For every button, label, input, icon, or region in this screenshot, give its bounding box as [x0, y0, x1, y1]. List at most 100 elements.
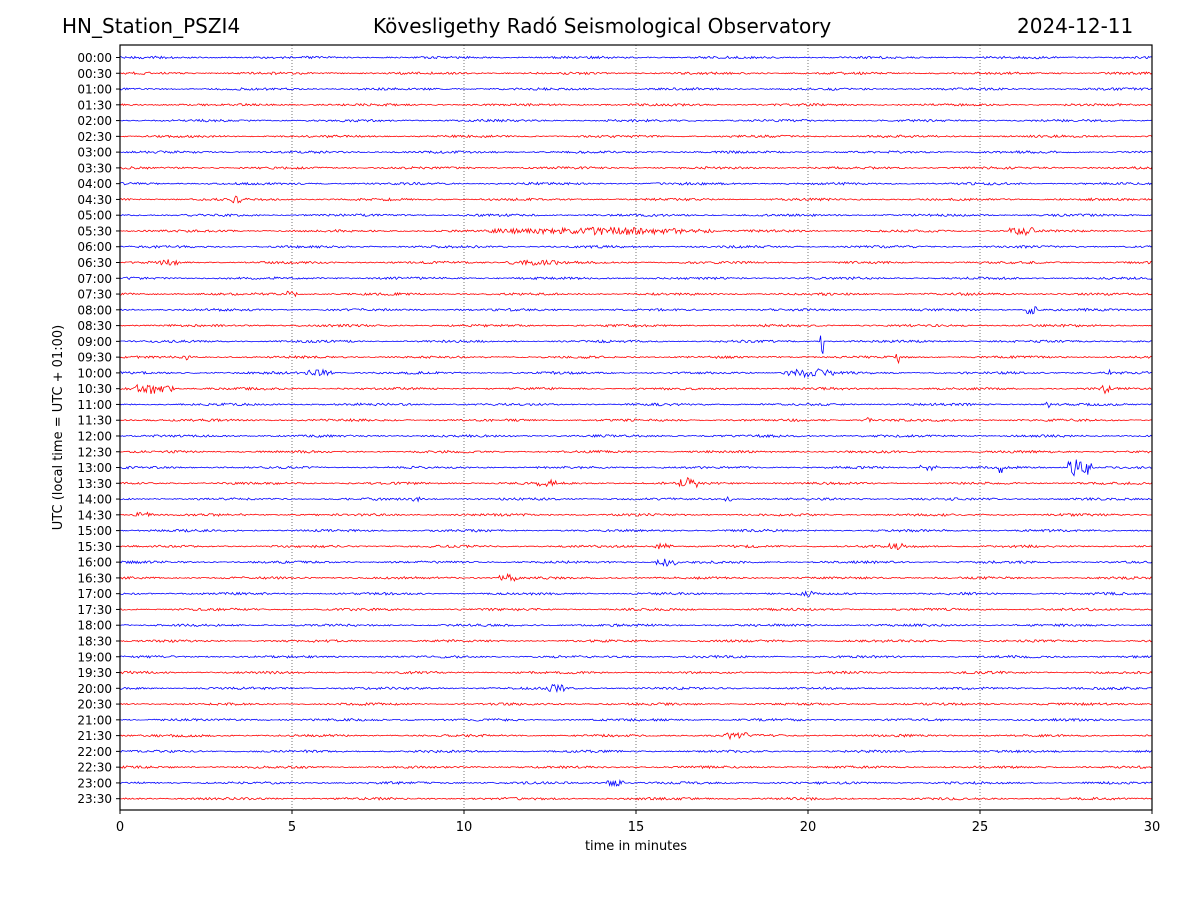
x-axis-label: time in minutes [585, 839, 687, 854]
trace-0400 [119, 181, 1153, 186]
y-tick-label: 10:30 [77, 382, 112, 396]
y-tick-label: 18:00 [77, 619, 112, 633]
trace-0500 [119, 213, 1153, 218]
y-tick-label: 05:30 [77, 224, 112, 238]
trace-0300 [119, 150, 1153, 155]
trace-2300 [119, 779, 1153, 788]
trace-1830 [119, 638, 1153, 643]
y-tick-label: 11:30 [77, 414, 112, 428]
trace-1630 [119, 572, 1153, 582]
trace-1700 [119, 590, 1153, 597]
trace-0130 [119, 102, 1152, 107]
trace-0930 [119, 353, 1153, 365]
trace-0600 [119, 244, 1153, 249]
observatory-title: Kövesligethy Radó Seismological Observat… [373, 14, 832, 38]
trace-0330 [119, 165, 1153, 170]
y-axis-label: UTC (local time = UTC + 01:00) [51, 325, 66, 530]
y-tick-label: 18:30 [77, 634, 112, 648]
y-tick-label: 00:00 [77, 51, 112, 65]
y-tick-label: 17:30 [77, 603, 112, 617]
y-tick-label: 09:30 [77, 351, 112, 365]
x-axis-ticks: 0 5 10 15 20 25 30 [116, 810, 1160, 835]
trace-0030 [119, 71, 1153, 76]
x-tick-label: 30 [1144, 820, 1161, 835]
trace-2030 [119, 701, 1153, 707]
y-tick-label: 15:00 [77, 524, 112, 538]
y-tick-label: 21:00 [77, 713, 112, 727]
trace-0200 [119, 118, 1152, 123]
trace-0700 [119, 276, 1153, 281]
y-tick-label: 00:30 [77, 67, 112, 81]
y-tick-label: 23:30 [77, 792, 112, 806]
y-tick-label: 09:00 [77, 335, 112, 349]
trace-2200 [119, 749, 1153, 754]
y-tick-label: 04:00 [77, 177, 112, 191]
y-tick-label: 10:00 [77, 366, 112, 380]
y-tick-label: 08:00 [77, 303, 112, 317]
trace-1730 [119, 607, 1152, 612]
y-tick-label: 23:00 [77, 776, 112, 790]
trace-0530 [119, 226, 1153, 237]
trace-1530 [119, 542, 1153, 551]
y-tick-label: 13:30 [77, 477, 112, 491]
trace-1600 [119, 558, 1153, 567]
x-tick-label: 15 [628, 820, 645, 835]
y-tick-label: 17:00 [77, 587, 112, 601]
trace-2130 [119, 731, 1152, 741]
y-tick-label: 06:30 [77, 256, 112, 270]
y-tick-label: 04:30 [77, 193, 112, 207]
x-tick-label: 25 [972, 820, 989, 835]
trace-1200 [119, 433, 1153, 439]
trace-1230 [119, 449, 1153, 454]
y-tick-label: 22:30 [77, 761, 112, 775]
trace-1330 [119, 476, 1153, 489]
y-tick-label: 02:30 [77, 130, 112, 144]
trace-1100 [119, 401, 1153, 409]
date-title: 2024-12-11 [1017, 14, 1134, 38]
trace-0730 [119, 290, 1153, 298]
y-tick-label: 19:00 [77, 650, 112, 664]
y-tick-label: 07:30 [77, 288, 112, 302]
y-tick-label: 05:00 [77, 209, 112, 223]
y-tick-label: 15:30 [77, 540, 112, 554]
trace-1030 [119, 383, 1153, 395]
y-tick-label: 14:00 [77, 493, 112, 507]
x-tick-label: 0 [116, 820, 124, 835]
y-tick-label: 06:00 [77, 240, 112, 254]
trace-0230 [119, 134, 1153, 139]
y-tick-label: 03:30 [77, 161, 112, 175]
y-tick-label: 03:00 [77, 146, 112, 160]
trace-0100 [119, 87, 1153, 92]
y-tick-label: 01:00 [77, 83, 112, 97]
trace-0430 [119, 195, 1153, 204]
trace-0000 [120, 55, 1153, 60]
trace-2330 [119, 796, 1153, 801]
trace-1500 [119, 528, 1153, 533]
trace-1800 [119, 623, 1153, 628]
station-title: HN_Station_PSZI4 [62, 14, 241, 38]
y-tick-label: 22:00 [77, 745, 112, 759]
y-tick-label: 11:00 [77, 398, 112, 412]
y-tick-label: 01:30 [77, 98, 112, 112]
y-tick-label: 12:00 [77, 429, 112, 443]
x-tick-label: 10 [456, 820, 473, 835]
y-tick-label: 02:00 [77, 114, 112, 128]
trace-1430 [119, 511, 1153, 518]
seismic-traces [119, 55, 1153, 801]
trace-2000 [119, 683, 1153, 694]
y-tick-label: 19:30 [77, 666, 112, 680]
trace-0630 [119, 259, 1153, 267]
trace-0830 [119, 323, 1153, 328]
trace-1900 [119, 654, 1153, 659]
y-tick-label: 20:00 [77, 682, 112, 696]
y-tick-label: 13:00 [77, 461, 112, 475]
trace-0800 [119, 306, 1153, 315]
trace-1400 [119, 495, 1153, 503]
y-tick-label: 16:00 [77, 556, 112, 570]
y-tick-label: 16:30 [77, 571, 112, 585]
trace-1300 [119, 459, 1153, 477]
grid-lines [291, 45, 981, 810]
y-tick-label: 08:30 [77, 319, 112, 333]
